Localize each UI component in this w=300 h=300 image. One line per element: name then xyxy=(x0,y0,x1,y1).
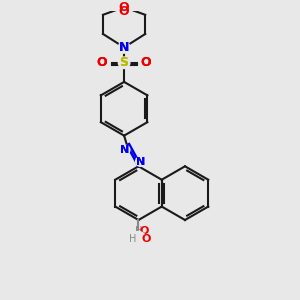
Text: N: N xyxy=(119,41,129,54)
Text: O: O xyxy=(141,56,152,69)
Text: S: S xyxy=(120,56,129,69)
Text: O: O xyxy=(141,56,152,69)
Circle shape xyxy=(120,145,130,155)
Text: O: O xyxy=(97,56,107,69)
Text: N: N xyxy=(136,157,145,166)
Circle shape xyxy=(131,232,146,247)
Text: H: H xyxy=(135,226,142,236)
Text: O: O xyxy=(97,56,107,69)
Text: O: O xyxy=(119,1,129,13)
Text: S: S xyxy=(120,56,129,69)
Text: N: N xyxy=(119,41,129,54)
Circle shape xyxy=(118,42,130,53)
Text: N: N xyxy=(136,157,145,166)
Text: N: N xyxy=(119,41,129,54)
Text: O: O xyxy=(119,5,129,18)
Text: N: N xyxy=(120,145,130,155)
Circle shape xyxy=(118,57,130,68)
Text: O: O xyxy=(141,234,151,244)
Text: N: N xyxy=(120,145,130,155)
Circle shape xyxy=(96,57,108,68)
Text: H: H xyxy=(129,234,137,244)
Circle shape xyxy=(140,57,152,68)
Circle shape xyxy=(118,2,130,13)
Text: O: O xyxy=(140,226,149,236)
Circle shape xyxy=(136,157,145,166)
